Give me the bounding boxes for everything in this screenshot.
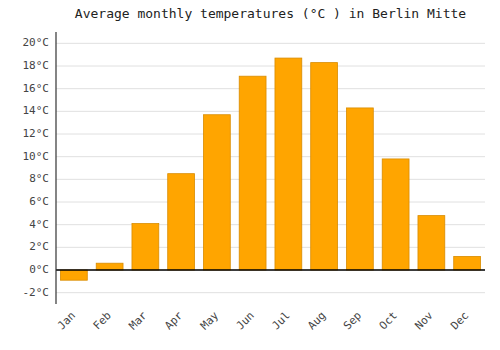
bar	[203, 115, 230, 270]
bar	[96, 263, 123, 270]
bar	[275, 58, 302, 270]
bar	[454, 256, 481, 270]
bar	[168, 174, 195, 270]
y-tick-label: 0°C	[29, 263, 49, 276]
chart-svg: Average monthly temperatures (°C ) in Be…	[0, 0, 500, 350]
x-tick-label: Jul	[269, 309, 292, 332]
bar	[382, 159, 409, 270]
y-tick-label: 2°C	[29, 240, 49, 253]
y-tick-label: 20°C	[23, 36, 50, 49]
y-tick-label: 10°C	[23, 150, 50, 163]
grid-line	[56, 156, 485, 157]
x-tick-label: Feb	[91, 309, 114, 332]
zero-line	[56, 269, 485, 271]
x-tick-label: Mar	[126, 309, 150, 333]
y-tick-label: 12°C	[23, 127, 50, 140]
x-tick-label: May	[198, 309, 222, 333]
y-tick-label: 18°C	[23, 59, 50, 72]
grid	[56, 43, 485, 292]
x-tick-labels: Jan Feb Mar Apr May Jun Jul Aug Sep Oct Nov Dec	[55, 309, 471, 333]
bar	[60, 270, 87, 280]
y-tick-label: 4°C	[29, 218, 49, 231]
bar	[311, 63, 338, 270]
x-tick-label: Aug	[305, 309, 328, 332]
grid-line	[56, 111, 485, 112]
grid-line	[56, 202, 485, 203]
grid-line	[56, 66, 485, 67]
grid-line	[56, 270, 485, 271]
y-tick-label: 16°C	[23, 82, 50, 95]
y-axis-line	[55, 32, 56, 304]
x-tick-label: Apr	[162, 309, 186, 333]
x-tick-label: Sep	[341, 309, 364, 332]
bar	[418, 216, 445, 270]
grid-line	[56, 179, 485, 180]
y-tick-label: 14°C	[23, 104, 50, 117]
bar	[346, 108, 373, 270]
x-tick-label: Nov	[412, 309, 436, 333]
x-tick-label: Jan	[55, 309, 78, 332]
x-tick-label: Jun	[234, 309, 257, 332]
bar	[132, 224, 159, 270]
y-tick-label: -2°C	[23, 286, 50, 299]
grid-line	[56, 134, 485, 135]
grid-line	[56, 43, 485, 44]
x-tick-label: Dec	[448, 309, 471, 332]
grid-line	[56, 292, 485, 293]
chart-title: Average monthly temperatures (°C ) in Be…	[75, 6, 467, 21]
y-tick-label: 6°C	[29, 195, 49, 208]
y-tick-labels: -2°C 0°C 2°C 4°C 6°C 8°C 10°C 12°C 14°C 16°C 18°C 2…	[23, 36, 50, 298]
bars	[60, 58, 480, 280]
y-tick-label: 8°C	[29, 172, 49, 185]
x-tick-label: Oct	[377, 309, 400, 332]
grid-line	[56, 88, 485, 89]
bar	[239, 76, 266, 270]
chart-container: Average monthly temperatures (°C ) in Be…	[0, 0, 500, 350]
